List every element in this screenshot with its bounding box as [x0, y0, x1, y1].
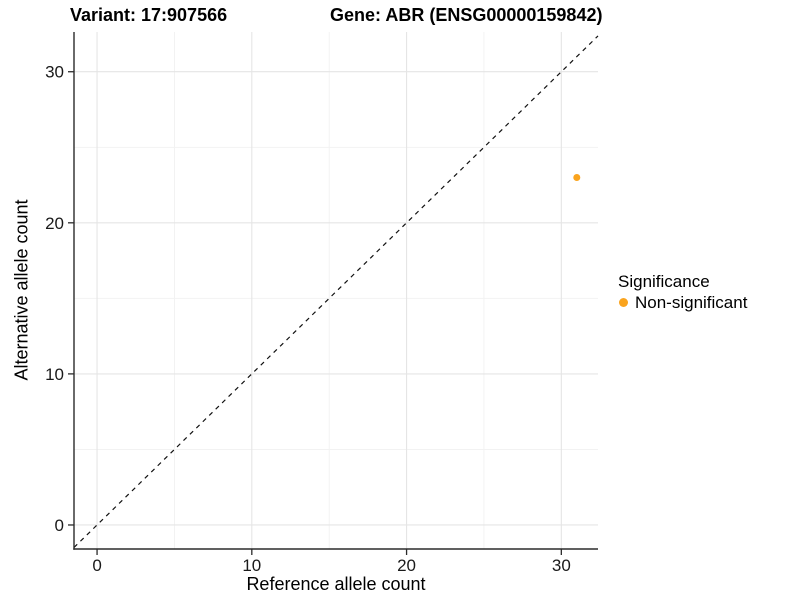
y-tick-label: 0 [55, 516, 64, 535]
gene-title: Gene: ABR (ENSG00000159842) [330, 5, 603, 25]
x-tick-label: 30 [552, 556, 571, 575]
legend-item-label: Non-significant [635, 292, 748, 312]
y-axis-label: Alternative allele count [11, 199, 32, 381]
y-tick-label: 30 [45, 63, 64, 82]
x-axis-label: Reference allele count [246, 574, 426, 594]
x-tick-label: 10 [242, 556, 261, 575]
legend-item: Non-significant [615, 292, 747, 313]
x-tick-label: 0 [92, 556, 101, 575]
legend-title: Significance [618, 272, 710, 291]
legend: Significance Non-significant [615, 271, 747, 313]
data-point [573, 173, 581, 181]
legend-point-icon [619, 298, 628, 307]
x-tick-label: 20 [397, 556, 416, 575]
y-tick-label: 10 [45, 365, 64, 384]
identity-line [73, 35, 599, 548]
variant-title: Variant: 17:907566 [70, 5, 228, 25]
y-tick-label: 20 [45, 214, 64, 233]
